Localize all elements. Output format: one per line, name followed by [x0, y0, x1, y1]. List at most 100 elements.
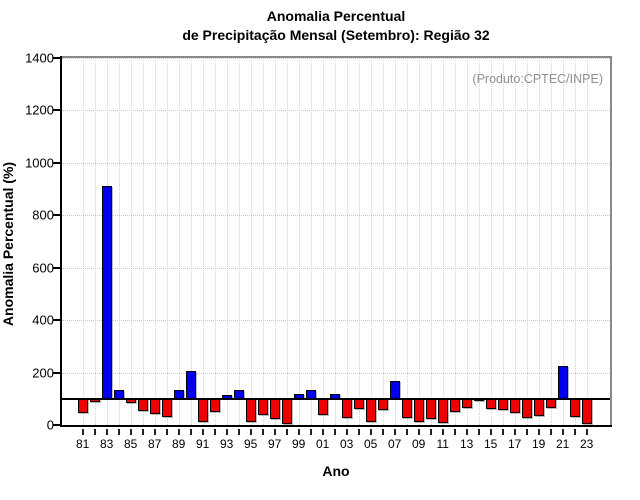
x-axis-title: Ano [322, 463, 350, 479]
y-tick-label-600: 600 [32, 260, 54, 276]
y-tick-200 [53, 371, 60, 374]
v-gridline-2008 [406, 58, 408, 425]
x-tick-label-2005: 05 [364, 437, 378, 451]
x-tick-1994 [237, 429, 240, 435]
y-tick-label-800: 800 [32, 207, 54, 223]
v-gridline-1984 [118, 58, 120, 425]
h-gridline-800 [62, 215, 610, 217]
x-tick-2003 [345, 429, 348, 435]
h-gridline-600 [62, 267, 610, 269]
bar-1996 [257, 398, 268, 416]
y-tick-label-200: 200 [32, 365, 54, 381]
bar-1997 [269, 398, 280, 420]
x-tick-1995 [249, 429, 252, 435]
chart-title-line-2: de Precipitação Mensal (Setembro): Regiã… [182, 27, 490, 43]
v-gridline-1993 [226, 58, 228, 425]
x-tick-2021 [561, 429, 564, 435]
y-tick-400 [53, 319, 60, 322]
x-tick-label-1981: 81 [76, 437, 90, 451]
y-tick-label-1000: 1000 [25, 155, 54, 171]
baseline-100pct-line [62, 397, 610, 400]
x-tick-label-2015: 15 [484, 437, 498, 451]
x-tick-2016 [501, 429, 504, 435]
x-tick-2001 [321, 429, 324, 435]
h-gridline-1200 [62, 110, 610, 112]
x-tick-label-1985: 85 [124, 437, 138, 451]
v-gridline-2000 [310, 58, 312, 425]
x-tick-2006 [381, 429, 384, 435]
y-tick-label-0: 0 [46, 417, 54, 433]
bar-2011 [437, 398, 448, 423]
x-tick-1989 [177, 429, 180, 435]
bar-2012 [449, 398, 460, 413]
bar-1998 [281, 398, 292, 424]
x-tick-1987 [153, 429, 156, 435]
bar-2005 [365, 398, 376, 423]
v-gridline-2006 [382, 58, 384, 425]
x-tick-1992 [213, 429, 216, 435]
x-tick-2004 [357, 429, 360, 435]
x-tick-2002 [333, 429, 336, 435]
v-gridline-1986 [142, 58, 144, 425]
v-gridline-1990 [190, 58, 192, 425]
bar-2013 [461, 398, 472, 408]
x-tick-1985 [129, 429, 132, 435]
v-gridline-2015 [490, 58, 492, 425]
v-gridline-2021 [562, 58, 564, 425]
x-tick-2018 [525, 429, 528, 435]
x-axis-line [60, 425, 612, 427]
x-tick-2005 [369, 429, 372, 435]
bar-2017 [509, 398, 520, 413]
x-tick-label-2009: 09 [412, 437, 426, 451]
v-gridline-2001 [322, 58, 324, 425]
v-gridline-2016 [502, 58, 504, 425]
x-tick-label-1991: 91 [196, 437, 210, 451]
v-gridline-2009 [418, 58, 420, 425]
x-tick-1996 [261, 429, 264, 435]
bar-2023 [581, 398, 592, 424]
v-gridline-1988 [166, 58, 168, 425]
v-gridline-2013 [466, 58, 468, 425]
bar-1983 [101, 186, 112, 399]
x-tick-2013 [465, 429, 468, 435]
x-tick-1983 [105, 429, 108, 435]
bar-1992 [209, 398, 220, 413]
bar-1988 [161, 398, 172, 417]
v-gridline-2022 [574, 58, 576, 425]
bar-1981 [77, 398, 88, 414]
bar-1995 [245, 398, 256, 423]
x-tick-1988 [165, 429, 168, 435]
x-tick-label-2011: 11 [436, 437, 449, 451]
x-tick-2015 [489, 429, 492, 435]
x-tick-1999 [297, 429, 300, 435]
bar-2009 [413, 398, 424, 423]
x-tick-2022 [573, 429, 576, 435]
x-tick-label-2021: 21 [556, 437, 570, 451]
v-gridline-2007 [394, 58, 396, 425]
x-tick-2011 [441, 429, 444, 435]
x-tick-2012 [453, 429, 456, 435]
x-tick-2014 [477, 429, 480, 435]
x-tick-2017 [513, 429, 516, 435]
x-tick-2009 [417, 429, 420, 435]
y-axis-tick-labels: 0 200 400 600 800 1000 1200 1400 [0, 51, 54, 433]
bar-1987 [149, 398, 160, 414]
bar-1990 [185, 371, 196, 399]
bar-1986 [137, 398, 148, 411]
x-tick-2020 [549, 429, 552, 435]
x-tick-1997 [273, 429, 276, 435]
x-tick-1990 [189, 429, 192, 435]
x-tick-label-2019: 19 [532, 437, 546, 451]
bar-2022 [569, 398, 580, 418]
v-gridline-2005 [370, 58, 372, 425]
x-tick-1991 [201, 429, 204, 435]
plot-border-top [60, 56, 612, 58]
x-tick-label-2001: 01 [316, 437, 330, 451]
v-gridline-1981 [82, 58, 84, 425]
y-tick-0 [53, 424, 60, 426]
v-gridline-2003 [346, 58, 348, 425]
h-gridline-1000 [62, 162, 610, 164]
source-annotation: (Produto:CPTEC/INPE) [472, 72, 603, 86]
h-gridline-1400 [62, 58, 610, 59]
bar-2018 [521, 398, 532, 419]
